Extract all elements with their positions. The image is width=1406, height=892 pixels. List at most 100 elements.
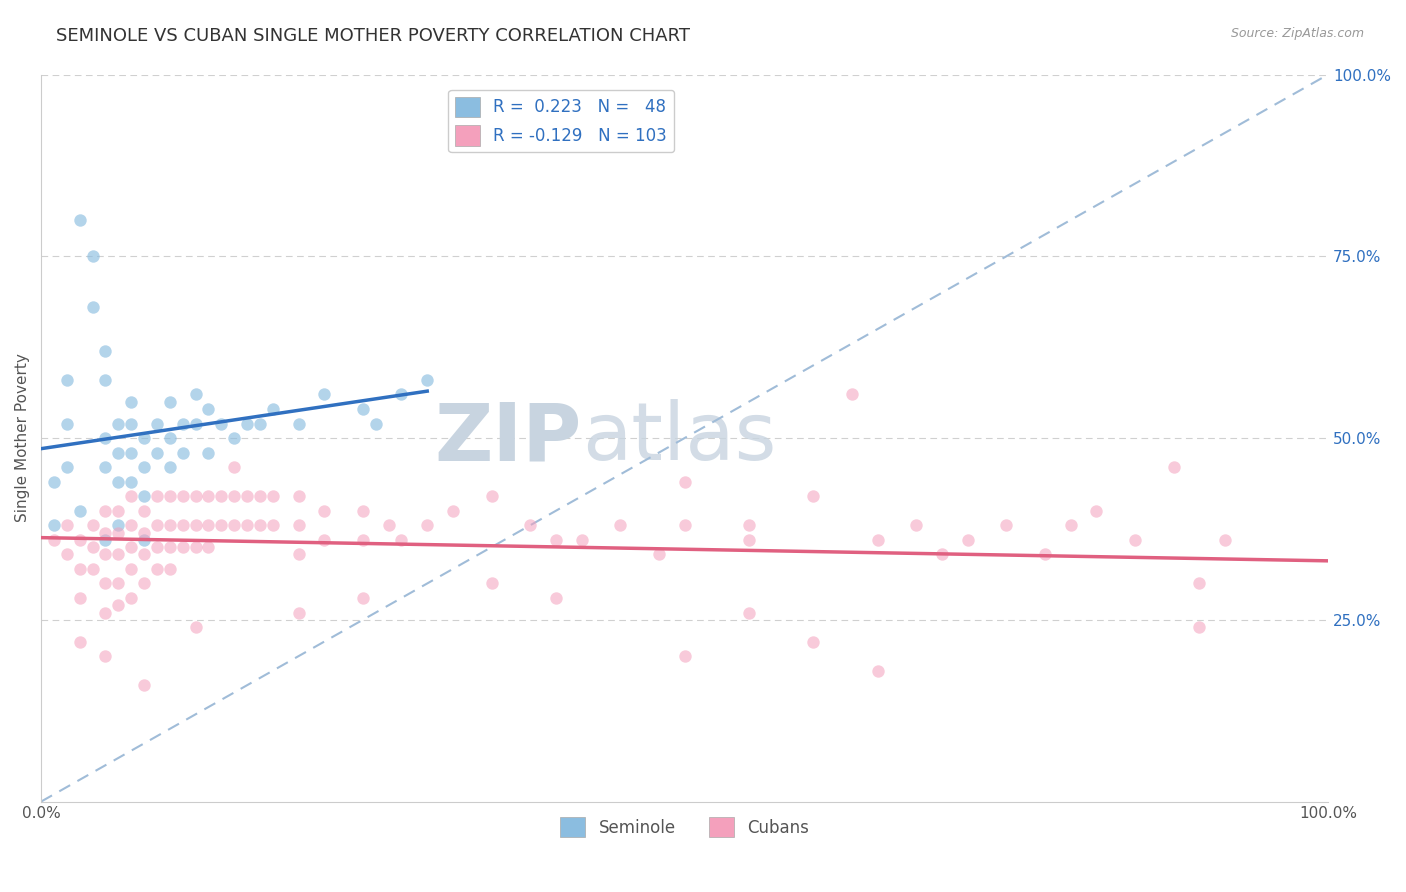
Point xyxy=(56,417,79,431)
Point xyxy=(905,518,928,533)
Point xyxy=(107,547,129,561)
Point xyxy=(159,394,181,409)
Point xyxy=(132,678,155,692)
Point xyxy=(107,445,129,459)
Point xyxy=(197,445,219,459)
Point xyxy=(519,518,541,533)
Point xyxy=(107,504,129,518)
Point xyxy=(391,533,413,547)
Point xyxy=(146,445,169,459)
Point xyxy=(94,343,117,358)
Point xyxy=(738,606,761,620)
Point xyxy=(184,417,207,431)
Point xyxy=(314,504,336,518)
Point xyxy=(184,489,207,503)
Text: atlas: atlas xyxy=(582,399,776,477)
Point xyxy=(94,547,117,561)
Point xyxy=(159,489,181,503)
Point xyxy=(120,591,142,605)
Point xyxy=(159,431,181,445)
Point xyxy=(69,213,91,227)
Point xyxy=(314,387,336,401)
Point xyxy=(249,489,271,503)
Point xyxy=(94,525,117,540)
Point xyxy=(120,475,142,489)
Point xyxy=(673,475,696,489)
Point xyxy=(236,489,259,503)
Point xyxy=(56,518,79,533)
Point xyxy=(94,606,117,620)
Point xyxy=(287,606,309,620)
Point xyxy=(841,387,863,401)
Point xyxy=(995,518,1018,533)
Point xyxy=(673,649,696,664)
Point xyxy=(1033,547,1056,561)
Point xyxy=(146,562,169,576)
Point xyxy=(197,401,219,416)
Point xyxy=(416,373,439,387)
Point xyxy=(391,387,413,401)
Point xyxy=(262,489,284,503)
Text: Source: ZipAtlas.com: Source: ZipAtlas.com xyxy=(1230,27,1364,40)
Point xyxy=(56,460,79,475)
Point xyxy=(364,417,387,431)
Point xyxy=(197,518,219,533)
Point xyxy=(172,489,194,503)
Point xyxy=(544,591,567,605)
Point xyxy=(146,540,169,554)
Point xyxy=(314,533,336,547)
Point xyxy=(159,518,181,533)
Point xyxy=(94,504,117,518)
Point xyxy=(956,533,979,547)
Point xyxy=(132,489,155,503)
Point xyxy=(1060,518,1083,533)
Point xyxy=(159,540,181,554)
Point xyxy=(94,373,117,387)
Point xyxy=(94,460,117,475)
Point xyxy=(801,634,824,648)
Point xyxy=(416,518,439,533)
Point xyxy=(197,540,219,554)
Point xyxy=(236,518,259,533)
Point xyxy=(132,576,155,591)
Point xyxy=(172,445,194,459)
Point xyxy=(866,664,889,678)
Point xyxy=(481,489,503,503)
Point xyxy=(1213,533,1236,547)
Point xyxy=(107,518,129,533)
Point xyxy=(738,533,761,547)
Point xyxy=(42,475,65,489)
Point xyxy=(132,431,155,445)
Point xyxy=(56,547,79,561)
Point xyxy=(82,540,104,554)
Point xyxy=(866,533,889,547)
Point xyxy=(224,431,246,445)
Point xyxy=(609,518,631,533)
Point xyxy=(224,460,246,475)
Point xyxy=(184,540,207,554)
Point xyxy=(120,540,142,554)
Point xyxy=(107,599,129,613)
Point xyxy=(82,562,104,576)
Y-axis label: Single Mother Poverty: Single Mother Poverty xyxy=(15,353,30,523)
Point xyxy=(481,576,503,591)
Point xyxy=(1123,533,1146,547)
Point xyxy=(132,460,155,475)
Point xyxy=(132,547,155,561)
Point xyxy=(184,518,207,533)
Point xyxy=(56,373,79,387)
Point xyxy=(648,547,671,561)
Point xyxy=(172,540,194,554)
Point xyxy=(801,489,824,503)
Point xyxy=(132,525,155,540)
Point xyxy=(184,387,207,401)
Point xyxy=(107,576,129,591)
Point xyxy=(120,417,142,431)
Point xyxy=(352,533,374,547)
Point xyxy=(1188,620,1211,634)
Point xyxy=(571,533,593,547)
Point xyxy=(441,504,464,518)
Legend: Seminole, Cubans: Seminole, Cubans xyxy=(554,811,815,844)
Point xyxy=(544,533,567,547)
Point xyxy=(94,576,117,591)
